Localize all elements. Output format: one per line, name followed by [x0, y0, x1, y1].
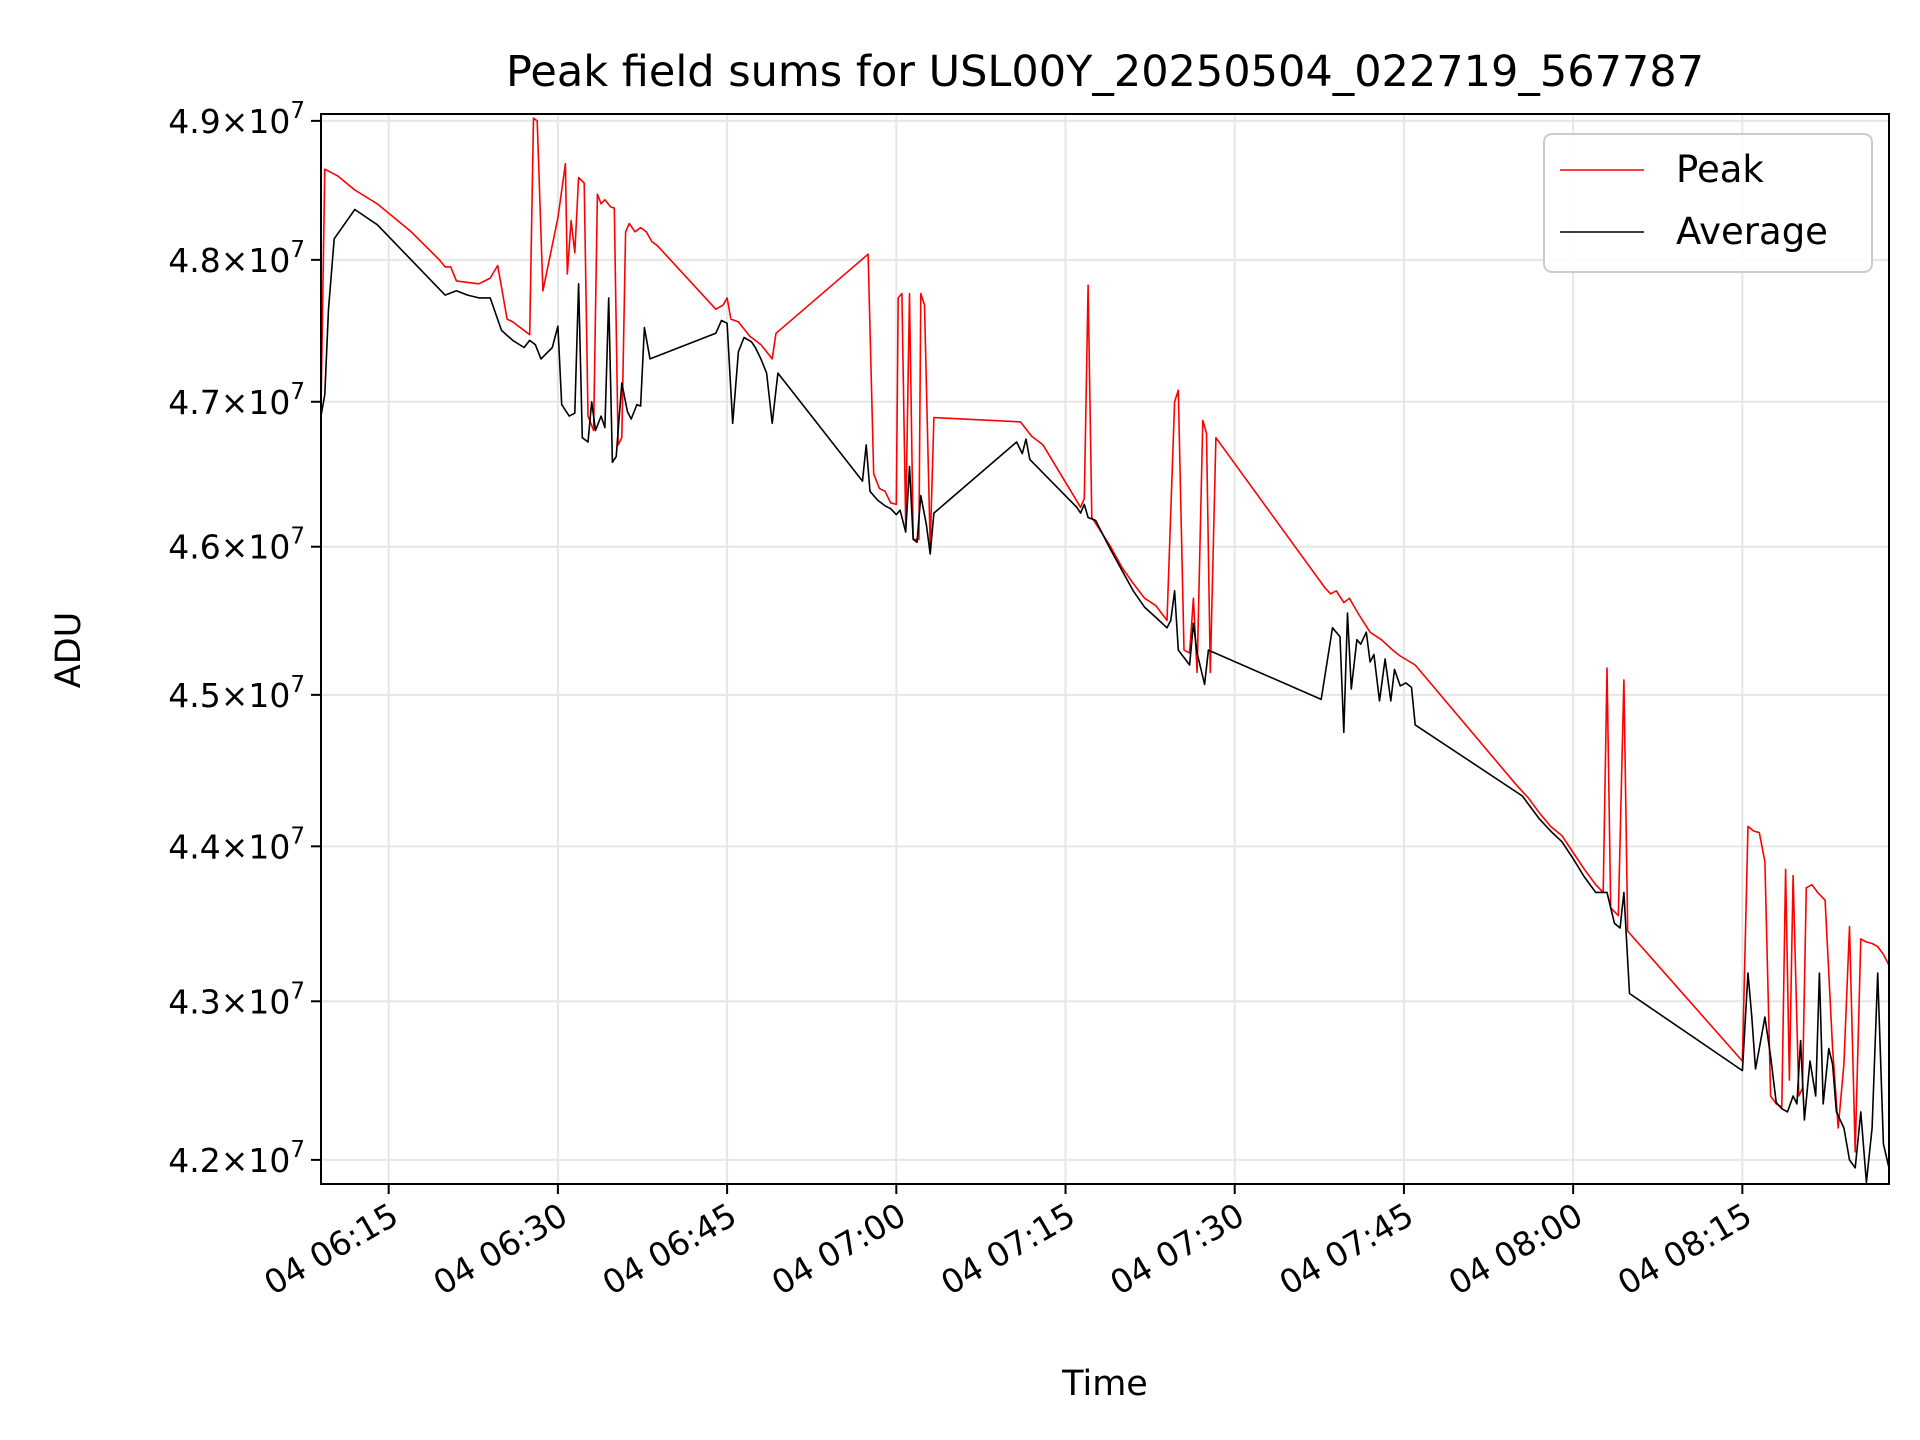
y-tick-exponent: 7	[290, 978, 305, 1004]
y-tick-label: 4.9×107	[168, 98, 305, 141]
y-tick-exponent: 7	[290, 823, 305, 849]
y-tick-label: 4.3×107	[168, 978, 305, 1021]
y-tick-mantissa: 4.5	[168, 676, 220, 715]
y-tick-mantissa: 4.4	[168, 827, 220, 866]
y-axis-label: ADU	[49, 612, 89, 689]
y-tick-base: 10	[248, 383, 290, 422]
y-tick-mantissa: 4.8	[168, 241, 220, 280]
y-tick-mantissa: 4.9	[168, 102, 220, 141]
y-tick-base: 10	[248, 827, 290, 866]
y-tick-exponent: 7	[290, 524, 305, 550]
y-tick-label: 4.4×107	[168, 823, 305, 866]
legend-label-average: Average	[1676, 210, 1828, 253]
x-axis-label: Time	[1061, 1364, 1148, 1404]
y-tick-label: 4.2×107	[168, 1137, 305, 1180]
y-tick-exponent: 7	[290, 379, 305, 405]
legend-label-peak: Peak	[1676, 148, 1764, 191]
y-tick-base: 10	[248, 1141, 290, 1180]
y-tick-times: ×	[221, 982, 249, 1021]
y-tick-base: 10	[248, 102, 290, 141]
y-tick-mantissa: 4.7	[168, 383, 220, 422]
peak-series-line	[321, 117, 1889, 1153]
y-tick-times: ×	[221, 383, 249, 422]
chart-title: Peak field sums for USL00Y_20250504_0227…	[506, 47, 1704, 97]
y-tick-times: ×	[221, 102, 249, 141]
grid-lines	[321, 114, 1889, 1184]
y-tick-label: 4.7×107	[168, 379, 305, 422]
y-tick-times: ×	[221, 827, 249, 866]
y-axis: 4.2×1074.3×1074.4×1074.5×1074.6×1074.7×1…	[168, 98, 321, 1180]
y-tick-mantissa: 4.3	[168, 982, 220, 1021]
y-tick-base: 10	[248, 241, 290, 280]
legend-box	[1543, 133, 1873, 273]
y-tick-times: ×	[221, 241, 249, 280]
y-tick-exponent: 7	[290, 672, 305, 698]
y-tick-exponent: 7	[290, 98, 305, 124]
average-series-line	[321, 208, 1889, 1184]
y-tick-exponent: 7	[290, 237, 305, 263]
plot-lines	[321, 117, 1889, 1184]
y-tick-times: ×	[221, 676, 249, 715]
plot-frame	[320, 113, 1890, 1185]
y-tick-exponent: 7	[290, 1137, 305, 1163]
y-tick-base: 10	[248, 528, 290, 567]
y-tick-mantissa: 4.6	[168, 528, 220, 567]
legend: Peak Average	[1543, 133, 1873, 273]
y-tick-times: ×	[221, 528, 249, 567]
y-tick-base: 10	[248, 982, 290, 1021]
y-tick-label: 4.8×107	[168, 237, 305, 280]
y-tick-label: 4.6×107	[168, 524, 305, 567]
y-tick-base: 10	[248, 676, 290, 715]
y-tick-mantissa: 4.2	[168, 1141, 220, 1180]
y-tick-times: ×	[221, 1141, 249, 1180]
y-tick-label: 4.5×107	[168, 672, 305, 715]
